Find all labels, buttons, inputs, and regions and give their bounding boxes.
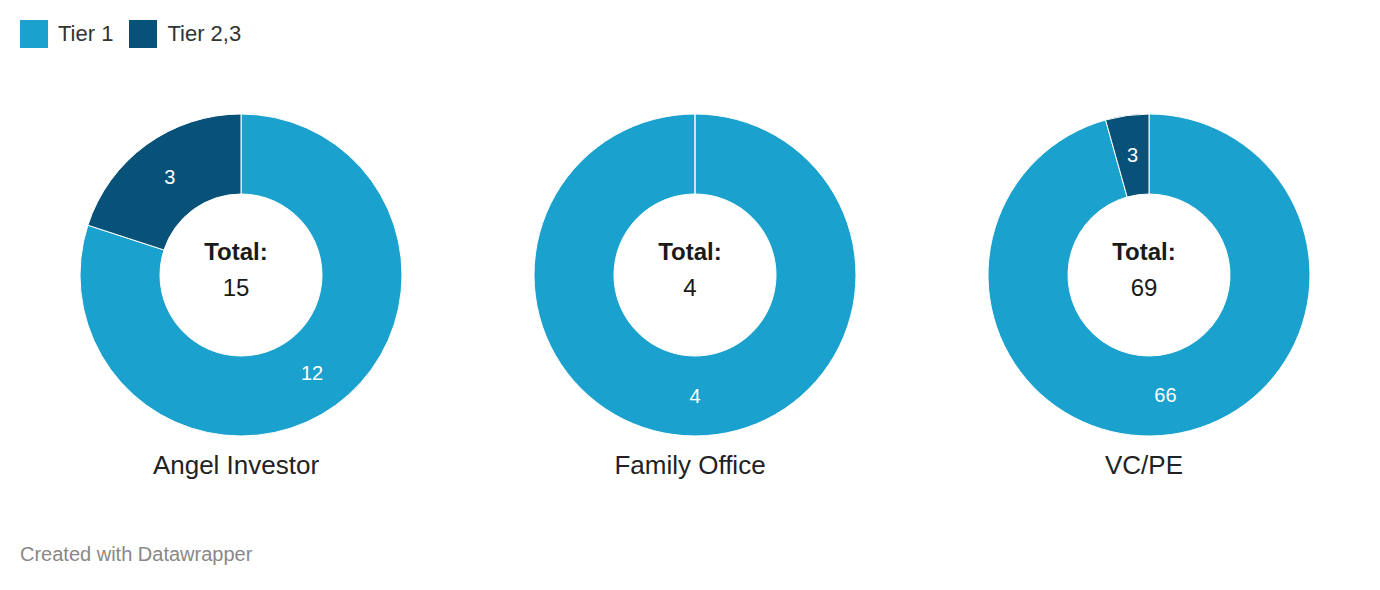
svg-text:4: 4 (689, 385, 700, 407)
svg-text:3: 3 (164, 166, 175, 188)
html-text:15: 15 (222, 274, 250, 301)
html-text:4: 4 (683, 274, 697, 301)
html-text:Created with Datawrapper: Created with Datawrapper (20, 543, 253, 565)
svg-text:3: 3 (1127, 144, 1138, 166)
svg-text:12: 12 (301, 362, 323, 384)
html-text:69: 69 (1130, 274, 1158, 301)
html-text:Total:: Total: (1112, 238, 1176, 265)
svg-text:66: 66 (1154, 384, 1176, 406)
html-text:Family Office: Family Office (614, 450, 766, 480)
html-text:Tier 1: Tier 1 (58, 21, 114, 46)
html-text:Angel Investor: Angel Investor (152, 450, 320, 480)
html-text:VC/PE: VC/PE (1105, 450, 1183, 480)
html-text:Tier 2,3: Tier 2,3 (167, 21, 242, 46)
html-text:Total:: Total: (658, 238, 722, 265)
html-text:Total:: Total: (204, 238, 268, 265)
